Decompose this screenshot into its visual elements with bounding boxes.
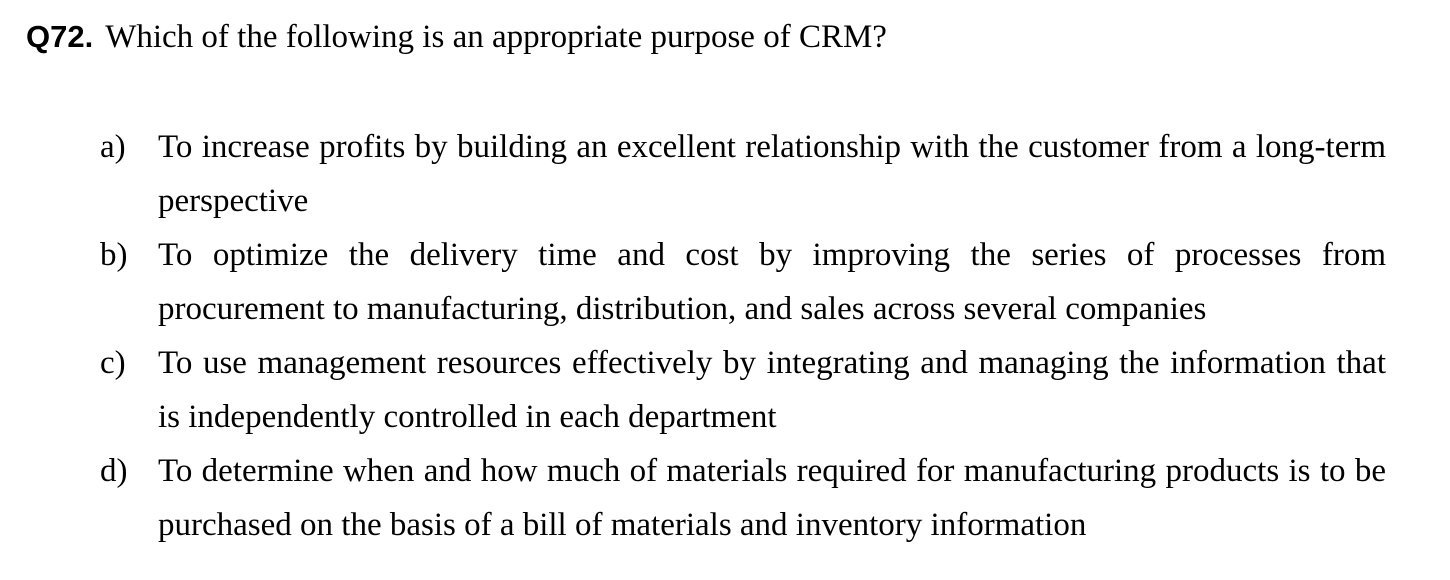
answer-options: a) To increase profits by building an ex… (100, 120, 1386, 552)
option-b-letter: b) (100, 237, 128, 273)
option-c[interactable]: c) To use management resources effective… (100, 336, 1386, 444)
question-number: Q72. (26, 19, 94, 54)
option-d-text: To determine when and how much of materi… (158, 453, 1386, 543)
option-a-letter: a) (100, 129, 126, 165)
option-c-text: To use management resources effectively … (158, 345, 1386, 435)
option-a-text: To increase profits by building an excel… (158, 129, 1386, 219)
option-a[interactable]: a) To increase profits by building an ex… (100, 120, 1386, 228)
option-d[interactable]: d) To determine when and how much of mat… (100, 444, 1386, 552)
option-d-letter: d) (100, 453, 128, 489)
option-b[interactable]: b) To optimize the delivery time and cos… (100, 228, 1386, 336)
option-b-text: To optimize the delivery time and cost b… (158, 237, 1386, 327)
question-text: Which of the following is an appropriate… (105, 19, 887, 55)
option-c-letter: c) (100, 345, 126, 381)
question-stem: Q72. Which of the following is an appropr… (26, 14, 887, 66)
